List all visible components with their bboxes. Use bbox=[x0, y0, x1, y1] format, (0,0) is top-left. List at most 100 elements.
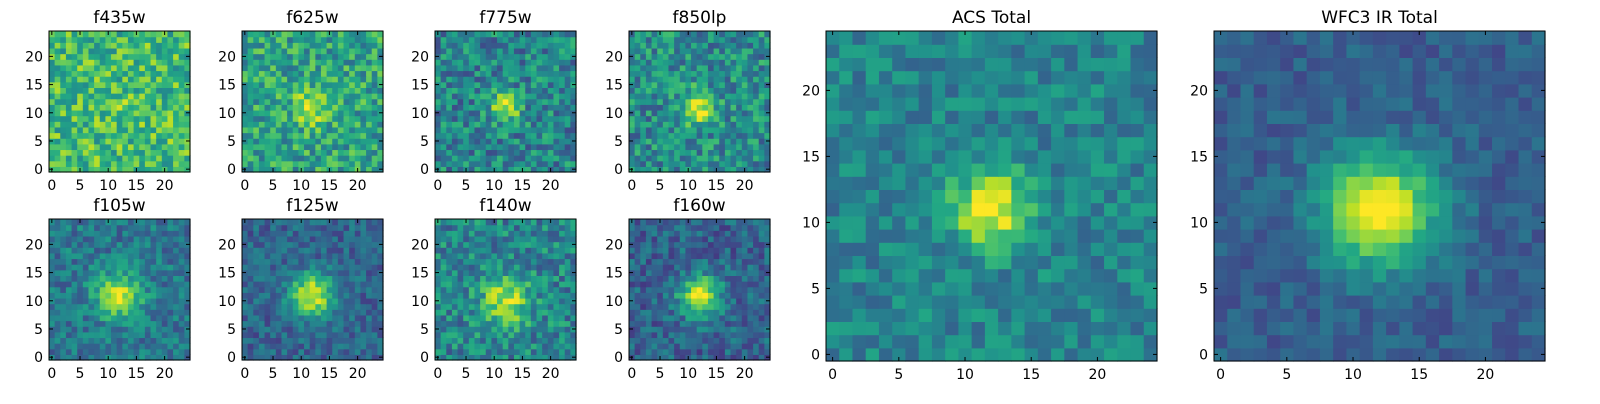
heatmap-cell bbox=[151, 337, 157, 343]
heatmap-cell bbox=[151, 127, 157, 133]
heatmap-cell bbox=[77, 155, 83, 161]
heatmap-cell bbox=[355, 349, 361, 355]
heatmap-cell bbox=[452, 104, 458, 110]
heatmap-cell bbox=[719, 70, 725, 76]
heatmap-cell bbox=[88, 332, 94, 338]
heatmap-cell bbox=[1320, 269, 1334, 283]
heatmap-cell bbox=[1064, 229, 1078, 243]
heatmap-cell bbox=[66, 87, 72, 93]
heatmap-cell bbox=[852, 255, 866, 269]
heatmap-cell bbox=[270, 326, 276, 332]
heatmap-cell bbox=[117, 236, 123, 242]
heatmap-cell bbox=[1307, 110, 1321, 124]
heatmap-cell bbox=[932, 269, 946, 283]
heatmap-cell bbox=[55, 242, 61, 248]
heatmap-cell bbox=[537, 144, 543, 150]
heatmap-cell bbox=[919, 31, 933, 45]
heatmap-cell bbox=[327, 343, 333, 349]
heatmap-cell bbox=[879, 110, 893, 124]
heatmap-cell bbox=[151, 298, 157, 304]
heatmap-cell bbox=[1333, 44, 1347, 58]
heatmap-cell bbox=[892, 71, 906, 85]
heatmap-cell bbox=[349, 42, 355, 48]
heatmap-cell bbox=[55, 99, 61, 105]
heatmap-cell bbox=[945, 242, 959, 256]
heatmap-cell bbox=[685, 87, 691, 93]
heatmap-cell bbox=[162, 281, 168, 287]
heatmap-cell bbox=[1131, 189, 1145, 203]
heatmap-cell bbox=[162, 155, 168, 161]
heatmap-cell bbox=[122, 121, 128, 127]
heatmap-cell bbox=[259, 270, 265, 276]
heatmap-cell bbox=[162, 326, 168, 332]
heatmap-cell bbox=[117, 127, 123, 133]
heatmap-cell bbox=[503, 59, 509, 65]
heatmap-cell bbox=[72, 264, 78, 270]
heatmap-cell bbox=[173, 42, 179, 48]
heatmap-cell bbox=[248, 138, 254, 144]
heatmap-cell bbox=[1479, 57, 1493, 71]
heatmap-cell bbox=[1452, 110, 1466, 124]
heatmap-cell bbox=[1240, 84, 1254, 98]
heatmap-cell bbox=[72, 121, 78, 127]
heatmap-cell bbox=[668, 42, 674, 48]
heatmap-cell bbox=[1117, 348, 1131, 362]
heatmap-cell bbox=[281, 275, 287, 281]
y-tick-label: 15 bbox=[218, 78, 236, 94]
heatmap-cell bbox=[100, 149, 106, 155]
heatmap-cell bbox=[66, 155, 72, 161]
heatmap-cell bbox=[463, 155, 469, 161]
heatmap-cell bbox=[839, 308, 853, 322]
heatmap-cell bbox=[1214, 203, 1228, 217]
heatmap-cell bbox=[1038, 137, 1052, 151]
heatmap-cell bbox=[663, 65, 669, 71]
heatmap-cell bbox=[151, 281, 157, 287]
heatmap-cell bbox=[117, 258, 123, 264]
heatmap-cell bbox=[1280, 189, 1294, 203]
heatmap-cell bbox=[366, 326, 372, 332]
heatmap-cell bbox=[520, 116, 526, 122]
heatmap-cell bbox=[310, 315, 316, 321]
heatmap-cell bbox=[355, 54, 361, 60]
heatmap-cell bbox=[657, 82, 663, 88]
heatmap-cell bbox=[145, 270, 151, 276]
heatmap-cell bbox=[691, 93, 697, 99]
heatmap-cell bbox=[167, 315, 173, 321]
heatmap-cell bbox=[985, 176, 999, 190]
heatmap-cell bbox=[60, 292, 66, 298]
heatmap-cell bbox=[145, 149, 151, 155]
heatmap-cell bbox=[674, 42, 680, 48]
heatmap-cell bbox=[565, 54, 571, 60]
heatmap-cell bbox=[714, 42, 720, 48]
heatmap-cell bbox=[1144, 321, 1158, 335]
heatmap-cell bbox=[731, 76, 737, 82]
heatmap-cell bbox=[156, 236, 162, 242]
heatmap-cell bbox=[635, 127, 641, 133]
heatmap-cell bbox=[508, 121, 514, 127]
chart-title: f105w bbox=[93, 196, 145, 216]
heatmap-cell bbox=[1280, 84, 1294, 98]
heatmap-cell bbox=[111, 48, 117, 54]
heatmap-cell bbox=[1452, 44, 1466, 58]
heatmap-cell bbox=[162, 343, 168, 349]
heatmap-cell bbox=[49, 258, 55, 264]
heatmap-cell bbox=[321, 37, 327, 43]
heatmap-cell bbox=[866, 269, 880, 283]
heatmap-cell bbox=[537, 121, 543, 127]
heatmap-cell bbox=[1254, 216, 1268, 230]
heatmap-cell bbox=[463, 133, 469, 139]
heatmap-cell bbox=[1519, 216, 1533, 230]
heatmap-cell bbox=[1479, 203, 1493, 217]
heatmap-cell bbox=[366, 99, 372, 105]
heatmap-cell bbox=[702, 161, 708, 167]
heatmap-cell bbox=[1346, 203, 1360, 217]
heatmap-cell bbox=[293, 337, 299, 343]
heatmap-cell bbox=[349, 31, 355, 37]
heatmap-cell bbox=[1038, 282, 1052, 296]
heatmap-cell bbox=[1011, 123, 1025, 137]
heatmap-cell bbox=[905, 110, 919, 124]
heatmap-cell bbox=[998, 31, 1012, 45]
heatmap-cell bbox=[866, 348, 880, 362]
heatmap-cell bbox=[1479, 71, 1493, 85]
heatmap-cell bbox=[905, 216, 919, 230]
